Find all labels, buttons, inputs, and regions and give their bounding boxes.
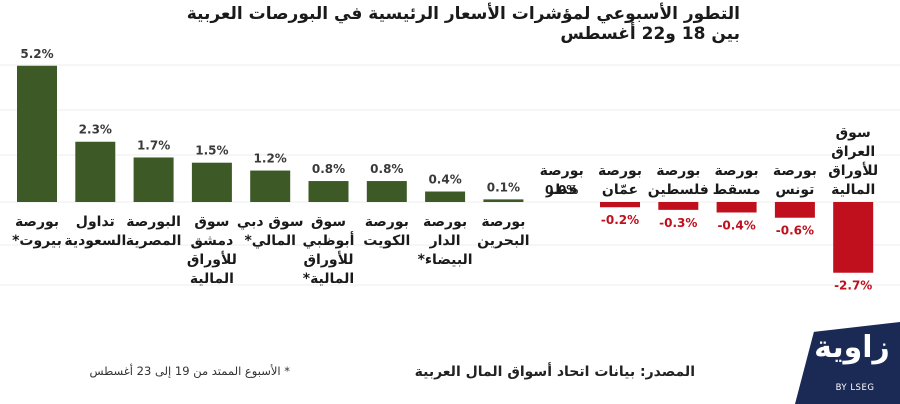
value-label: -0.3% (659, 216, 697, 230)
value-label: 0.8% (312, 162, 345, 176)
bar (600, 202, 640, 208)
bar (75, 141, 116, 202)
value-label: 0.8% (370, 162, 403, 176)
category-label: تداول السعودية (64, 214, 126, 249)
bar (833, 202, 874, 273)
value-label: 5.2% (20, 47, 53, 61)
value-label: 0.4% (428, 173, 461, 187)
value-label: -2.7% (834, 279, 872, 293)
value-label: -0.4% (717, 218, 755, 232)
category-label: بورصة مسقط (713, 163, 761, 198)
category-label: بورصة قطر (540, 163, 584, 198)
bar (774, 202, 815, 218)
category-label: سوق أبوظبي للأوراق المالية* (303, 214, 355, 287)
value-label: 1.5% (195, 144, 228, 158)
source-note: المصدر: بيانات اتحاد أسواق المال العربية (414, 364, 695, 380)
value-label: 2.3% (79, 123, 112, 137)
bar (191, 162, 232, 202)
category-label: بورصة بيروت* (12, 214, 62, 249)
category-label: بورصة البحرين (477, 214, 529, 249)
bar (716, 202, 757, 213)
category-label: بورصة فلسطين (648, 163, 709, 198)
value-label: 1.7% (137, 138, 170, 152)
category-label: بورصة عمّان (598, 163, 642, 198)
footnote: * الأسبوع الممتد من 19 إلى 23 أغسطس (89, 364, 290, 378)
value-label: 0.1% (487, 180, 520, 194)
bar (425, 191, 466, 202)
category-label: بورصة تونس (773, 163, 817, 198)
value-label: 0.0% (545, 183, 578, 197)
chart-title: التطور الأسبوعي لمؤشرات الأسعار الرئيسية… (186, 4, 740, 44)
bar (17, 65, 57, 202)
logo-wordmark: زاوية (814, 330, 890, 365)
category-label: سوق العراق للأوراق المالية (828, 125, 878, 198)
bar (133, 157, 174, 202)
value-labels-layer: 5.2% 2.3% 1.7% 1.5% 1.2% 0.8% 0.8% 0.4% 0.1% 0.0%… (20, 47, 872, 293)
value-label: -0.6% (776, 224, 814, 238)
category-label: البورصة المصرية (126, 214, 182, 249)
value-label: 1.2% (254, 152, 287, 166)
bar (366, 181, 407, 202)
category-label: سوق دبي المالي* (237, 214, 304, 249)
logo-subtitle: BY LSEG (835, 383, 875, 393)
bar (658, 202, 699, 210)
category-label: سوق دمشق للأوراق المالية (187, 214, 237, 287)
bars-layer (17, 65, 874, 273)
category-label: بورصة الكويت (363, 214, 410, 249)
bar (483, 199, 524, 202)
value-label: -0.2% (601, 213, 639, 227)
bar (308, 181, 349, 202)
category-label: بورصة الدار البيضاء* (418, 214, 473, 268)
bar (250, 170, 291, 202)
